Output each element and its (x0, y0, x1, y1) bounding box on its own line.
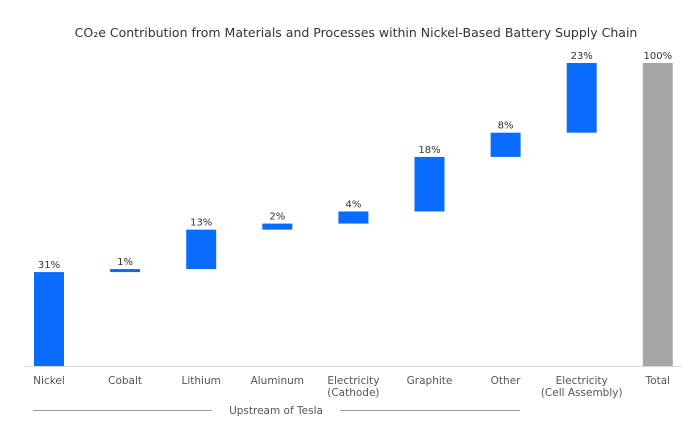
data-label: 18% (418, 145, 440, 156)
bracket-label: Upstream of Tesla (229, 405, 323, 417)
data-label: 13% (190, 218, 212, 229)
data-label: 100% (644, 51, 673, 62)
bar-aluminum (262, 223, 293, 230)
data-label: 23% (571, 51, 593, 62)
data-label: 31% (38, 260, 60, 271)
bar-electricity-cathode (338, 211, 369, 224)
x-tick-label: Lithium (182, 375, 221, 387)
x-tick-label: Nickel (33, 375, 65, 387)
x-tick-label: Total (645, 375, 671, 387)
x-tick-label: Aluminum (251, 375, 304, 387)
x-tick-label: Graphite (407, 375, 453, 387)
x-tick-label: (Cathode) (327, 387, 379, 399)
bar-total (642, 63, 673, 366)
data-label: 8% (498, 121, 514, 132)
bar-other (490, 132, 521, 157)
x-tick-label: Other (491, 375, 521, 387)
group-bracket: Upstream of Tesla (33, 405, 520, 417)
bar-graphite (414, 156, 445, 212)
data-label: 2% (269, 212, 285, 223)
data-label: 4% (345, 199, 361, 210)
x-tick-label: Electricity (327, 375, 379, 387)
bar-lithium (186, 229, 217, 270)
x-tick-label: Electricity (556, 375, 608, 387)
x-tick-label: Cobalt (108, 375, 142, 387)
chart-title: CO₂e Contribution from Materials and Pro… (75, 25, 638, 40)
bar-electricity-cell-assembly (566, 63, 597, 133)
bar-cobalt (110, 269, 141, 273)
x-tick-label: (Cell Assembly) (541, 387, 623, 399)
data-label: 1% (117, 257, 133, 268)
bar-nickel (34, 272, 64, 366)
